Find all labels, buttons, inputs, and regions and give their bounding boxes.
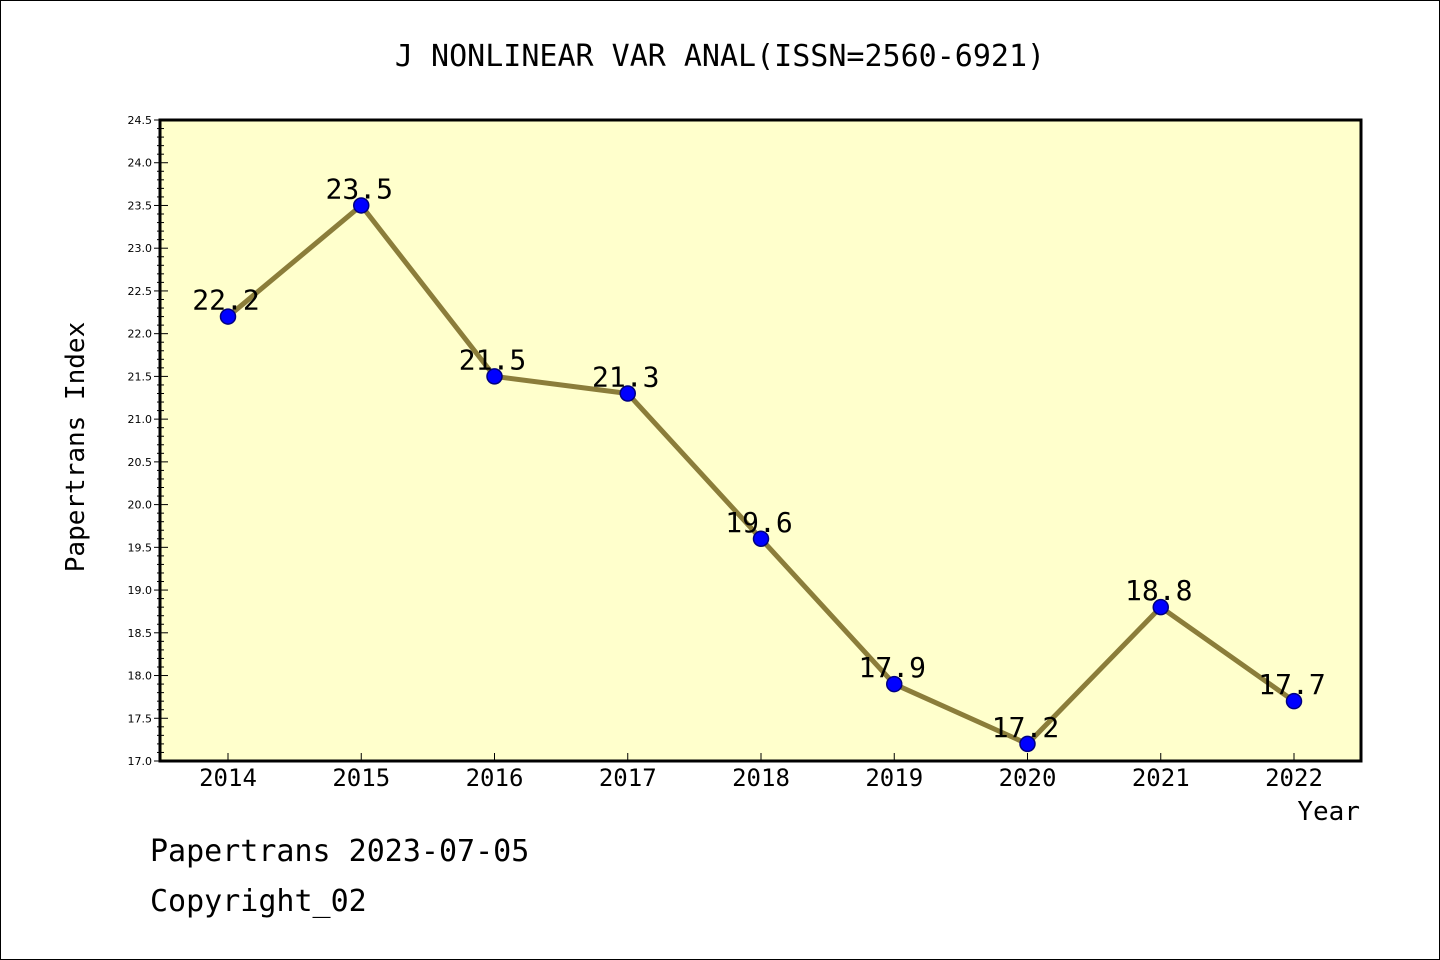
footer-date: Papertrans 2023-07-05 (150, 834, 530, 869)
plot-area (158, 118, 1363, 763)
x-axis: 2014 2015 2016 2017 2018 2019 2020 2021 2022 (199, 753, 1323, 792)
y-tick-label: 17.5 (128, 712, 153, 725)
data-label: 18.8 (1125, 574, 1192, 607)
x-tick-label: 2016 (466, 764, 524, 792)
data-point (1019, 735, 1036, 753)
data-label: 22.2 (192, 284, 259, 317)
x-tick-label: 2018 (732, 764, 790, 792)
y-tick-label: 23.5 (128, 199, 153, 212)
data-point (886, 675, 903, 693)
y-tick-label: 18.0 (128, 670, 153, 683)
x-axis-label: Year (1297, 797, 1360, 827)
y-tick-label: 22.5 (128, 285, 153, 298)
x-tick-label: 2020 (999, 764, 1057, 792)
data-label: 17.7 (1258, 668, 1325, 701)
data-point (1285, 692, 1303, 710)
y-tick-label: 20.0 (128, 499, 153, 512)
x-tick-label: 2014 (199, 764, 257, 792)
data-point (219, 308, 237, 325)
y-tick-label: 22.0 (128, 328, 153, 341)
x-tick-label: 2021 (1132, 764, 1190, 792)
data-label: 21.5 (459, 343, 526, 376)
y-tick-label: 18.5 (128, 627, 153, 640)
x-tick-label: 2019 (865, 764, 923, 792)
chart-title: J NONLINEAR VAR ANAL(ISSN=2560-6921) (395, 39, 1045, 74)
y-axis: 17.0 17.5 18.0 18.5 19.0 19.5 20.0 20.5 21.0 21.5… (128, 114, 168, 768)
y-tick-label: 19.5 (128, 541, 153, 554)
y-tick-label: 17.0 (128, 755, 153, 768)
data-label: 17.2 (992, 711, 1059, 744)
x-tick-label: 2022 (1265, 764, 1323, 792)
y-tick-label: 23.0 (128, 242, 153, 255)
data-labels: 22.2 23.5 21.5 21.3 19.6 17.9 17.2 18.8 17.7 (192, 172, 1325, 743)
y-axis-label: Papertrans Index (61, 322, 91, 572)
data-label: 19.6 (725, 506, 792, 539)
x-tick-label: 2015 (332, 764, 390, 792)
y-tick-label: 21.0 (128, 413, 153, 426)
y-tick-label: 19.0 (128, 584, 153, 597)
x-tick-label: 2017 (599, 764, 657, 792)
data-point (619, 385, 636, 402)
footer-copyright: Copyright_02 (150, 884, 367, 919)
y-tick-label: 21.5 (128, 370, 153, 383)
data-point (752, 530, 770, 548)
data-label: 17.9 (859, 651, 926, 684)
y-tick-label: 20.5 (128, 456, 153, 469)
data-label: 23.5 (326, 172, 393, 205)
data-markers (219, 197, 1303, 753)
data-point (1152, 598, 1169, 616)
data-point (486, 368, 503, 385)
y-tick-label: 24.5 (128, 114, 153, 127)
y-tick-label: 24.0 (128, 157, 153, 170)
data-label: 21.3 (592, 360, 659, 393)
data-point (353, 197, 370, 214)
